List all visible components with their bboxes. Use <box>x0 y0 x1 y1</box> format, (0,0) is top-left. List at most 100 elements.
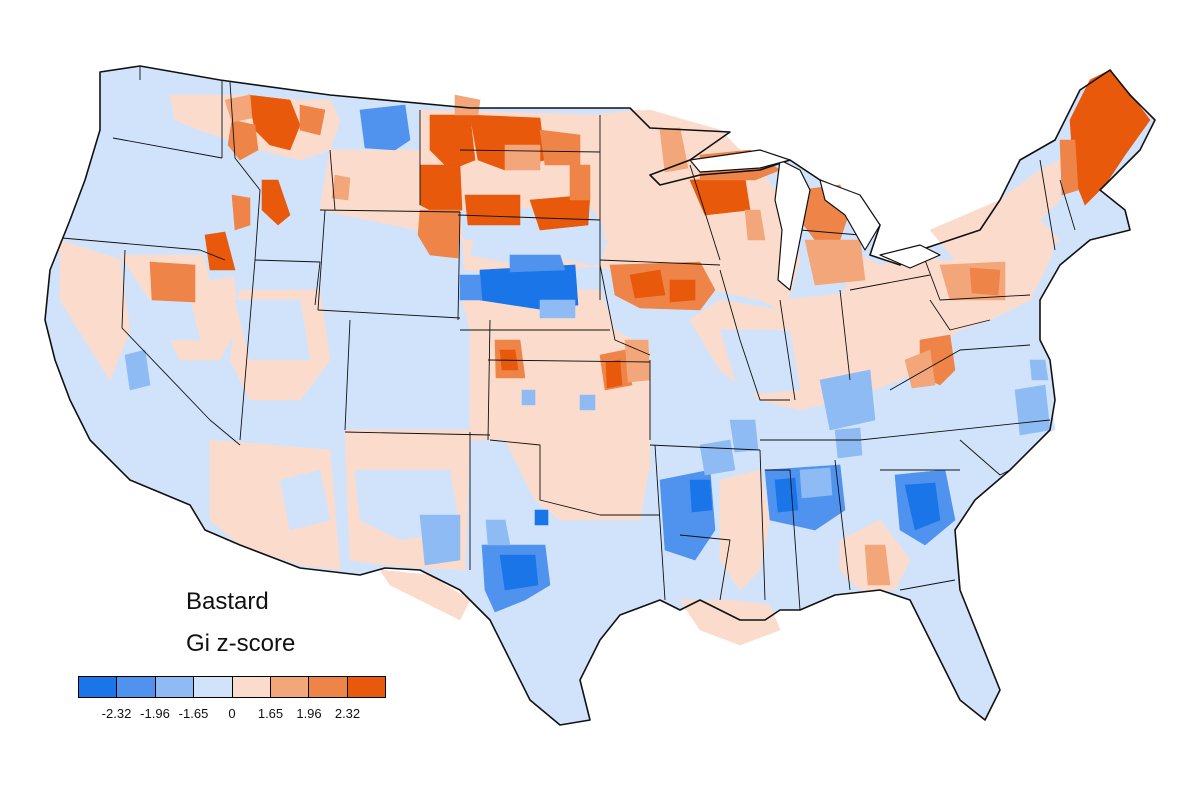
coldspot-county <box>124 349 151 391</box>
hotspot-county <box>605 359 623 389</box>
hotspot-county <box>1059 139 1079 196</box>
state-border <box>719 269 790 401</box>
state-border <box>317 209 461 319</box>
legend-color-bar <box>78 676 386 698</box>
coldspot-county <box>521 389 536 406</box>
coldspot-county <box>1014 384 1051 436</box>
neutral-zone <box>719 329 801 396</box>
hotspot-county <box>744 209 766 241</box>
state-border <box>679 534 731 601</box>
state-border <box>457 211 461 321</box>
hotspot-county <box>864 544 891 586</box>
coldspot-county <box>904 482 941 531</box>
hotspot-county <box>504 144 541 171</box>
lake <box>819 179 881 251</box>
state-border <box>599 264 651 356</box>
state-border <box>1039 159 1056 251</box>
state-border <box>229 81 261 261</box>
hotspot-county <box>969 267 1001 296</box>
state-border <box>457 214 601 221</box>
coldspot-county <box>729 419 759 453</box>
state-border <box>112 137 223 159</box>
state-border <box>654 444 666 601</box>
state-border <box>689 164 721 261</box>
state-border <box>899 579 956 591</box>
positive-zone <box>209 439 341 571</box>
legend-tick-label: 0 <box>228 706 236 721</box>
hotspot-county <box>227 119 259 161</box>
legend-tick-label: -1.96 <box>140 706 170 721</box>
state-borders-layer <box>61 66 1076 611</box>
positive-zone <box>589 109 791 271</box>
state-border <box>839 289 851 381</box>
hotspot-county <box>204 231 236 271</box>
coldspot-county <box>834 427 863 459</box>
hotspot-county <box>454 94 481 116</box>
legend-tick-label: -2.32 <box>101 706 132 721</box>
positive-zone <box>679 599 781 646</box>
state-border <box>344 319 351 431</box>
state-border <box>929 299 991 331</box>
coldspot-county <box>689 479 713 513</box>
coldspot-county <box>534 509 549 526</box>
state-border <box>1059 179 1076 231</box>
state-border <box>799 229 861 236</box>
coldspot-county <box>819 369 876 431</box>
coastline-layer <box>44 65 1156 726</box>
legend-swatch <box>270 677 310 697</box>
positive-zone <box>719 469 771 591</box>
map-title: Bastard <box>186 588 269 615</box>
neutral-zone <box>279 469 331 531</box>
hotspot-county <box>629 269 666 299</box>
lake <box>774 159 811 291</box>
state-border <box>121 249 241 446</box>
state-border <box>487 359 651 363</box>
legend-tick-label: 2.32 <box>334 706 361 721</box>
legend-swatch <box>79 677 118 697</box>
state-border <box>239 259 256 441</box>
state-border <box>849 274 931 291</box>
state-border <box>959 439 1011 476</box>
state-border <box>889 344 1031 391</box>
state-border <box>834 459 851 591</box>
coldspot-county <box>539 299 576 319</box>
neutral-zone <box>899 409 981 471</box>
coldspot-county <box>485 519 511 546</box>
legend-swatch <box>194 677 233 697</box>
coldspot-county <box>459 274 483 301</box>
coldspot-county <box>799 467 833 499</box>
coldspot-county <box>499 554 539 591</box>
state-border <box>329 149 336 211</box>
state-border <box>344 431 491 436</box>
state-border <box>61 237 226 261</box>
state-border <box>759 449 766 601</box>
positive-zone <box>929 159 1061 266</box>
state-border <box>459 149 601 153</box>
hotspot-county <box>464 194 521 226</box>
hotspot-county <box>539 129 581 166</box>
coldspot-county <box>699 439 736 476</box>
coldspot-county <box>509 254 566 273</box>
legend-swatch <box>232 677 271 697</box>
hotspot-county <box>419 164 463 216</box>
coldspot-county <box>774 477 799 513</box>
legend-swatch <box>117 677 156 697</box>
state-border <box>779 299 796 401</box>
hotspot-county <box>149 261 196 303</box>
coldspot-county <box>1029 359 1049 381</box>
state-border <box>319 209 461 213</box>
state-border <box>649 444 761 451</box>
state-border <box>924 259 1031 301</box>
state-border <box>487 319 491 441</box>
coldspot-county <box>579 394 596 411</box>
lake <box>879 244 941 269</box>
legend-tick-label: 1.96 <box>296 706 322 721</box>
hotspot-county <box>569 164 591 201</box>
hotspot-county <box>299 104 326 136</box>
legend-tick-label: -1.65 <box>178 706 209 721</box>
state-border <box>599 259 721 266</box>
hotspot-county <box>417 209 461 259</box>
legend: -2.32 -1.96 -1.65 0 1.65 1.96 2.32 <box>78 676 388 722</box>
hotspot-county <box>331 174 351 201</box>
